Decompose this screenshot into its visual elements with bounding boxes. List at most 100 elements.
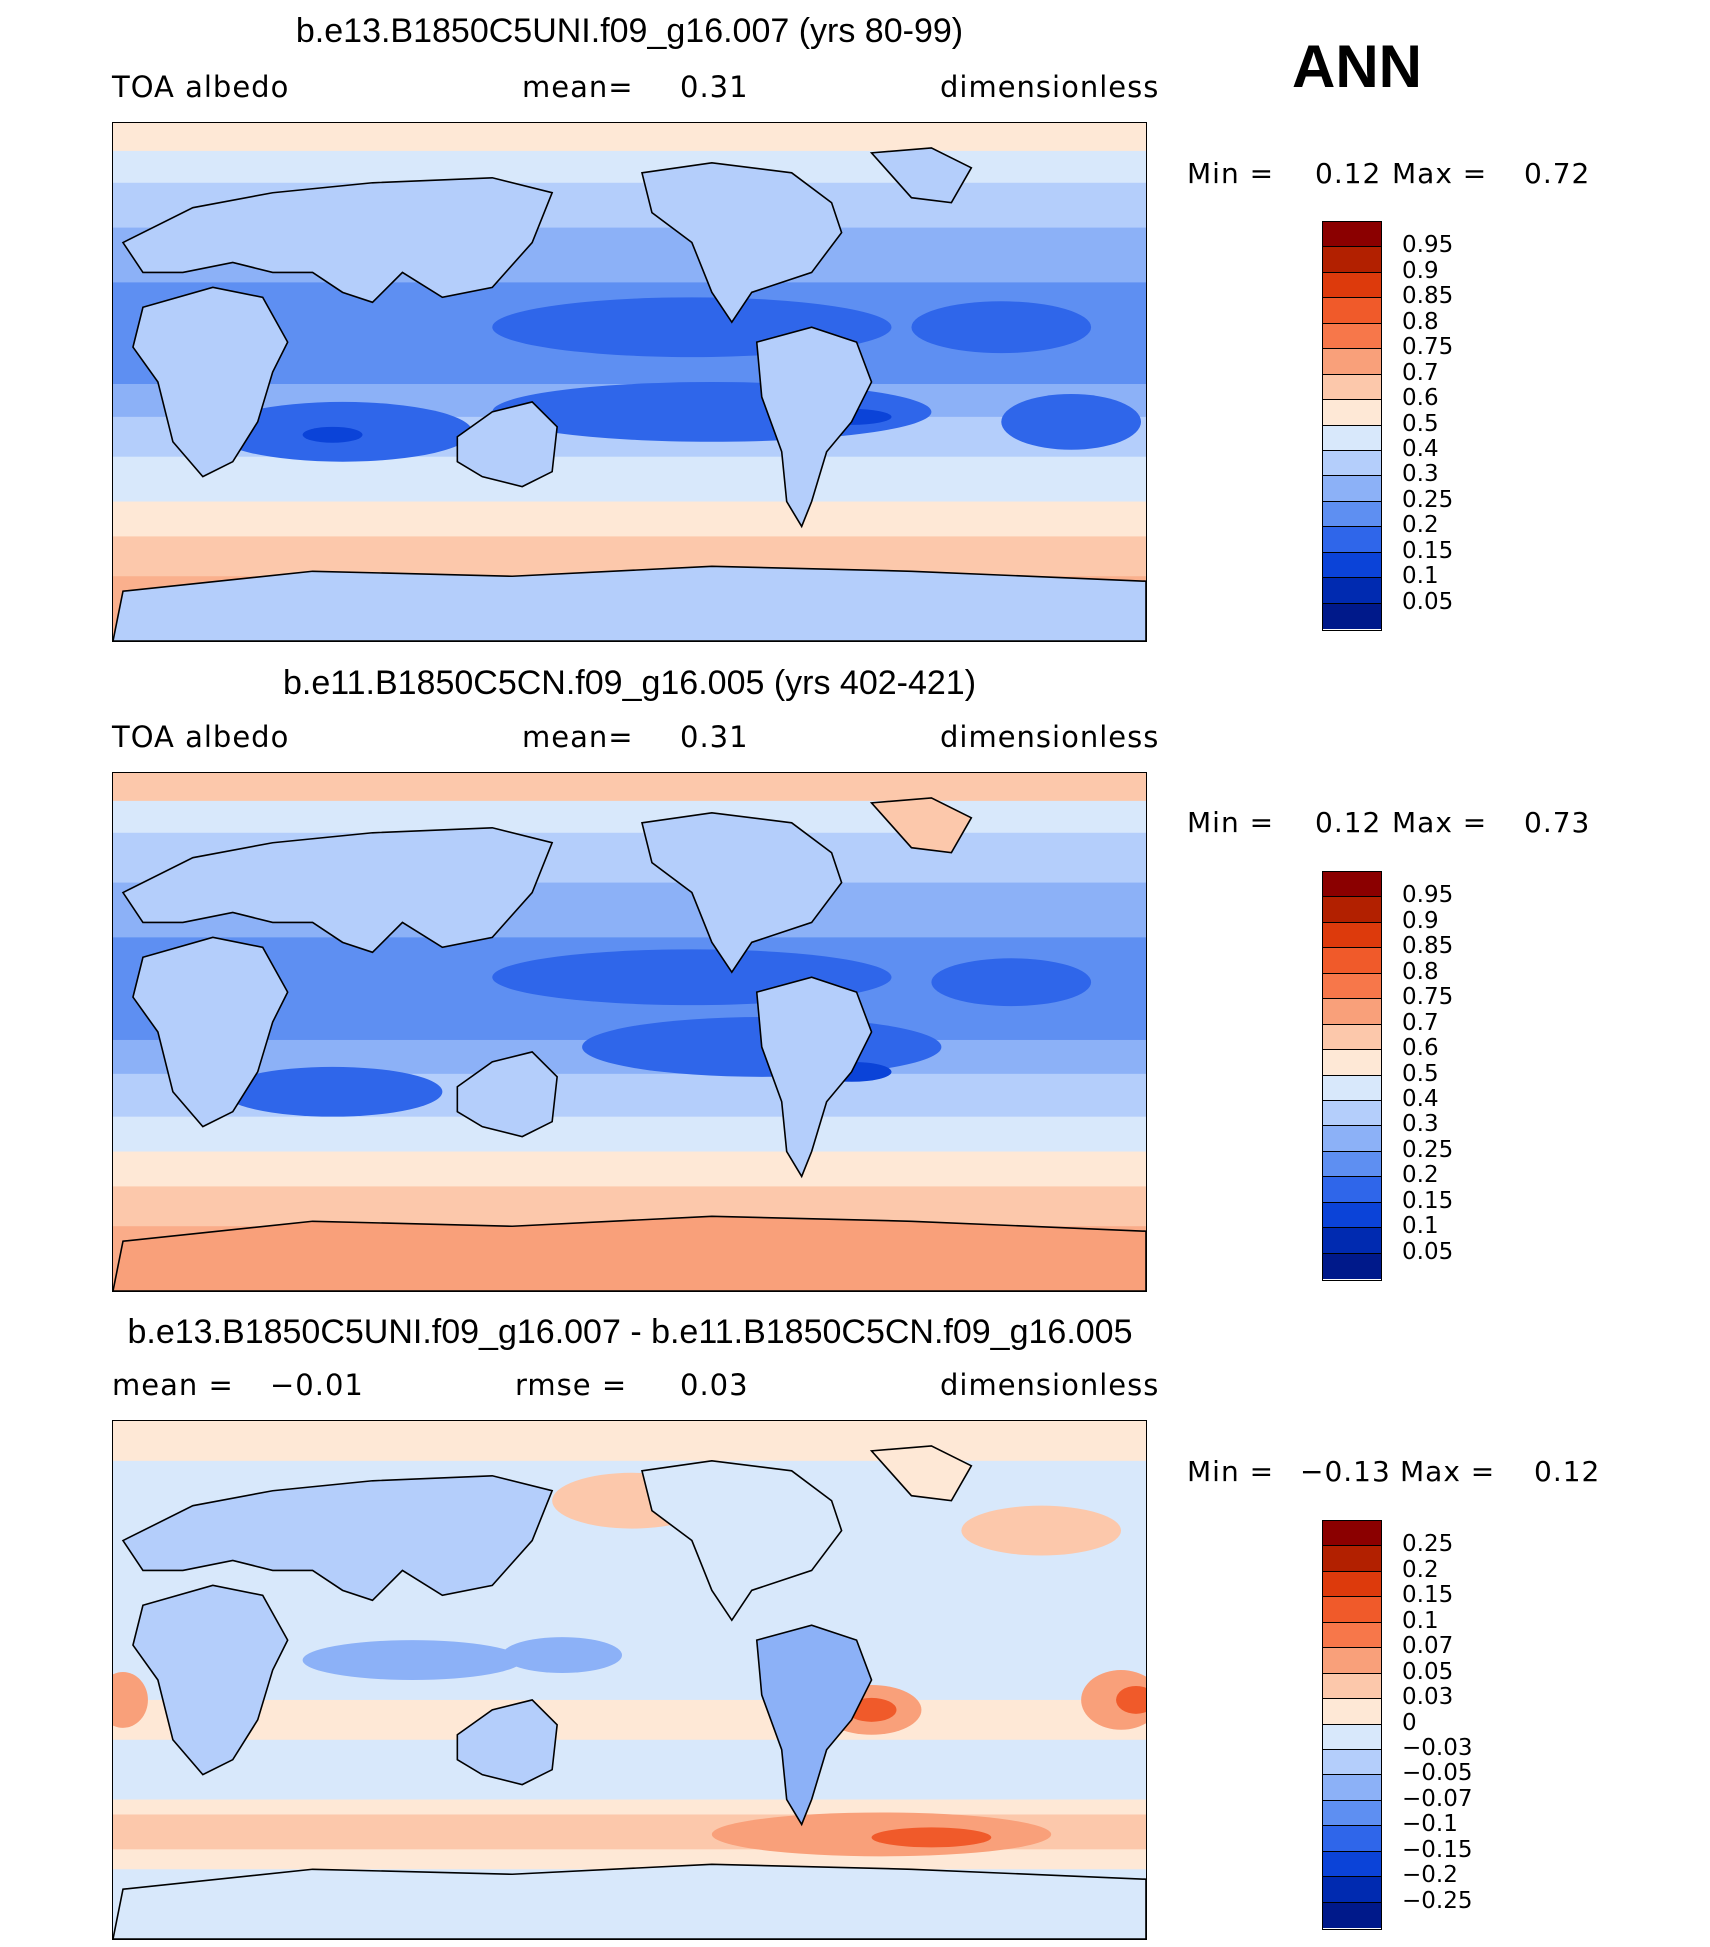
colorbar-tick-label: 0.4	[1402, 435, 1439, 462]
colorbar-swatch	[1323, 1571, 1381, 1598]
panel-2-map	[112, 772, 1147, 1292]
panel-2-title: b.e11.B1850C5CN.f09_g16.005 (yrs 402-421…	[282, 664, 977, 702]
panel-3-map-svg	[113, 1421, 1146, 1939]
colorbar-tick-label: 0.15	[1402, 1582, 1454, 1609]
colorbar-swatch	[1323, 400, 1381, 426]
panel-2-min-value: 0.12	[1315, 806, 1382, 839]
colorbar-swatch	[1323, 1597, 1381, 1623]
colorbar-swatch	[1323, 425, 1381, 451]
panel-2-mean-value: 0.31	[680, 720, 749, 754]
season-label: ANN	[1292, 33, 1422, 100]
panel-1-max-label: Max =	[1392, 157, 1488, 190]
colorbar-swatch	[1323, 1648, 1381, 1674]
colorbar-swatch	[1323, 1749, 1381, 1776]
panel-1-min-value: 0.12	[1315, 157, 1382, 190]
panel-3-mean-label: mean =	[112, 1368, 234, 1402]
colorbar-swatch	[1323, 872, 1381, 898]
colorbar-swatch	[1323, 1050, 1381, 1076]
colorbar-swatch	[1323, 1075, 1381, 1101]
colorbar-tick-label: 0.05	[1402, 1658, 1454, 1685]
colorbar-tick-label: 0.1	[1402, 1213, 1439, 1240]
colorbar-tick-label: 0.85	[1402, 283, 1454, 310]
colorbar-swatch	[1323, 1126, 1381, 1152]
colorbar-tick-label: 0.95	[1402, 232, 1454, 259]
colorbar-swatch	[1323, 450, 1381, 477]
panel-2-min-label: Min =	[1187, 806, 1275, 839]
colorbar-tick-label: 0.8	[1402, 958, 1439, 985]
colorbar-tick-label: 0.05	[1402, 588, 1454, 615]
colorbar-swatch	[1323, 1151, 1381, 1178]
colorbar-swatch	[1323, 1724, 1381, 1750]
panel-3-min-value: −0.13	[1300, 1455, 1391, 1488]
colorbar-tick-label: 0.25	[1402, 486, 1454, 513]
colorbar-swatch	[1323, 476, 1381, 502]
panel-3-map	[112, 1420, 1147, 1940]
colorbar-swatch	[1323, 1877, 1381, 1903]
colorbar-tick-label: 0	[1402, 1709, 1417, 1736]
colorbar-tick-label: −0.05	[1402, 1760, 1473, 1787]
panel-3-rmse-label: rmse =	[515, 1368, 628, 1402]
colorbar-swatch	[1323, 1202, 1381, 1229]
colorbar-tick-label: 0.2	[1402, 1556, 1439, 1583]
colorbar-swatch	[1323, 552, 1381, 579]
panel-2-units: dimensionless	[940, 720, 1160, 754]
colorbar-tick-label: 0.07	[1402, 1633, 1454, 1660]
colorbar-swatch	[1323, 603, 1381, 629]
colorbar-tick-label: 0.2	[1402, 512, 1439, 539]
colorbar-tick-label: −0.1	[1402, 1811, 1458, 1838]
colorbar-tick-label: 0.6	[1402, 1035, 1439, 1062]
colorbar-tick-label: 0.03	[1402, 1684, 1454, 1711]
panel-1-map	[112, 122, 1147, 642]
colorbar-tick-label: 0.75	[1402, 984, 1454, 1011]
colorbar-swatch	[1323, 1699, 1381, 1725]
colorbar-swatch	[1323, 999, 1381, 1025]
colorbar-swatch	[1323, 1800, 1381, 1827]
colorbar-swatch	[1323, 948, 1381, 974]
colorbar-tick-label: 0.1	[1402, 563, 1439, 590]
colorbar-tick-label: 0.6	[1402, 385, 1439, 412]
colorbar-swatch	[1323, 272, 1381, 299]
colorbar-swatch	[1323, 973, 1381, 1000]
colorbar-tick-label: 0.1	[1402, 1607, 1439, 1634]
panel-1-mean-value: 0.31	[680, 70, 749, 104]
colorbar-swatch	[1323, 1622, 1381, 1649]
colorbar-swatch	[1323, 897, 1381, 923]
panel-2-variable: TOA albedo	[112, 720, 290, 754]
panel-1-variable: TOA albedo	[112, 70, 290, 104]
colorbar-swatch	[1323, 1100, 1381, 1127]
colorbar-tick-label: −0.2	[1402, 1862, 1458, 1889]
colorbar-swatch	[1323, 1177, 1381, 1203]
colorbar-swatch	[1323, 527, 1381, 553]
panel-2-max-value: 0.73	[1524, 806, 1591, 839]
colorbar-swatch	[1323, 1024, 1381, 1051]
colorbar-tick-label: 0.8	[1402, 308, 1439, 335]
colorbar-tick-label: 0.05	[1402, 1238, 1454, 1265]
colorbar-tick-label: 0.4	[1402, 1085, 1439, 1112]
panel-2-mean-label: mean=	[522, 720, 634, 754]
colorbar-swatch	[1323, 1521, 1381, 1547]
colorbar-swatch	[1323, 298, 1381, 324]
colorbar-swatch	[1323, 349, 1381, 375]
colorbar-tick-label: −0.03	[1402, 1734, 1473, 1761]
colorbar-tick-label: 0.85	[1402, 933, 1454, 960]
panel-1-min-label: Min =	[1187, 157, 1275, 190]
panel-1-colorbar	[1322, 221, 1382, 631]
colorbar-swatch	[1323, 323, 1381, 350]
colorbar-tick-label: 0.75	[1402, 334, 1454, 361]
colorbar-swatch	[1323, 1902, 1381, 1928]
colorbar-swatch	[1323, 922, 1381, 949]
panel-3-min-label: Min =	[1187, 1455, 1275, 1488]
colorbar-tick-label: 0.95	[1402, 882, 1454, 909]
colorbar-tick-label: 0.15	[1402, 1187, 1454, 1214]
panel-3-max-value: 0.12	[1534, 1455, 1601, 1488]
colorbar-swatch	[1323, 1228, 1381, 1254]
colorbar-tick-label: 0.25	[1402, 1136, 1454, 1163]
panel-1-mean-label: mean=	[522, 70, 634, 104]
colorbar-swatch	[1323, 1851, 1381, 1878]
colorbar-tick-label: 0.5	[1402, 410, 1439, 437]
panel-3-title: b.e13.B1850C5UNI.f09_g16.007 - b.e11.B18…	[127, 1313, 1133, 1351]
colorbar-tick-label: 0.9	[1402, 257, 1439, 284]
panel-2-max-label: Max =	[1392, 806, 1488, 839]
colorbar-swatch	[1323, 578, 1381, 604]
colorbar-swatch	[1323, 222, 1381, 248]
